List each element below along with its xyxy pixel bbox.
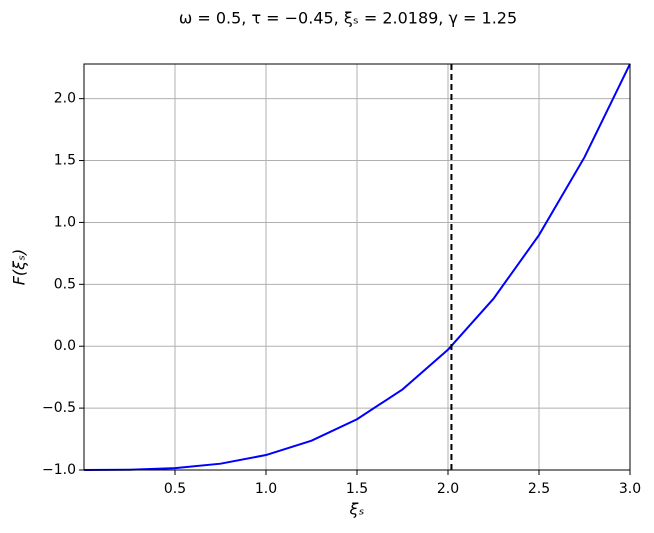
x-tick-label: 3.0 [619,481,641,497]
plot-frame [83,63,631,471]
x-tick-label: 1.5 [346,481,368,497]
data-line [83,63,631,471]
y-tick-label: 0.5 [54,276,76,292]
y-tick-label: 0.0 [54,338,76,354]
x-tick-label: 0.5 [164,481,186,497]
y-tick-label: 2.0 [54,91,76,107]
y-axis-label: F(ξₛ) [10,249,29,286]
y-tick-label: −0.5 [42,400,76,416]
x-axis-label: ξₛ [349,500,365,519]
x-tick-label: 2.5 [528,481,550,497]
x-tick-label: 2.0 [437,481,459,497]
y-tick-label: −1.0 [42,462,76,478]
y-tick-label: 1.0 [54,214,76,230]
chart-title: ω = 0.5, τ = −0.45, ξₛ = 2.0189, γ = 1.2… [179,9,517,28]
x-tick-label: 1.0 [255,481,277,497]
y-tick-label: 1.5 [54,153,76,169]
